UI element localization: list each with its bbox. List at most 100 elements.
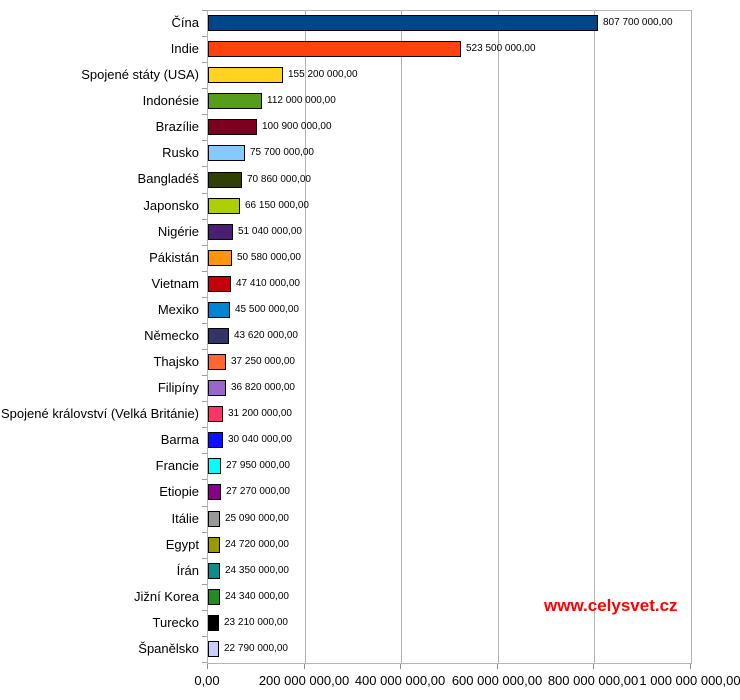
y-axis-tick <box>202 193 207 194</box>
value-label: 523 500 000,00 <box>466 43 536 55</box>
x-axis-tick <box>497 664 498 669</box>
value-label: 47 410 000,00 <box>236 277 300 289</box>
value-label: 24 350 000,00 <box>225 564 289 576</box>
value-label: 27 270 000,00 <box>226 486 290 498</box>
y-axis-tick <box>202 10 207 11</box>
value-label: 807 700 000,00 <box>603 17 673 29</box>
y-axis-tick <box>202 610 207 611</box>
bar <box>208 145 245 162</box>
y-axis-tick <box>202 88 207 89</box>
category-label: Jižní Korea <box>133 588 199 604</box>
category-label: Bangladéš <box>137 171 199 187</box>
value-label: 24 340 000,00 <box>225 590 289 602</box>
bar <box>208 275 231 292</box>
y-axis-tick <box>202 506 207 507</box>
plot-area <box>207 10 692 664</box>
bar <box>208 301 230 318</box>
bar <box>208 458 221 475</box>
x-tick-label: 800 000 000,00 <box>547 673 639 688</box>
y-axis-tick <box>202 375 207 376</box>
category-label: Brazílie <box>155 119 199 135</box>
category-label: Egypt <box>165 536 199 552</box>
category-label: Etiopie <box>159 484 199 500</box>
x-tick-label: 200 000 000,00 <box>258 673 350 688</box>
category-label: Spojené království (Velká Británie) <box>1 406 199 422</box>
y-axis-tick <box>202 323 207 324</box>
category-label: Írán <box>176 562 199 578</box>
value-label: 36 820 000,00 <box>231 382 295 394</box>
value-label: 37 250 000,00 <box>231 356 295 368</box>
bar <box>208 249 232 266</box>
y-axis-tick <box>202 140 207 141</box>
y-axis-tick <box>202 453 207 454</box>
bar <box>208 171 242 188</box>
category-label: Indonésie <box>142 93 199 109</box>
value-label: 155 200 000,00 <box>288 69 358 81</box>
y-axis-tick <box>202 427 207 428</box>
y-axis-tick <box>202 62 207 63</box>
x-axis-tick <box>690 664 691 669</box>
value-label: 23 210 000,00 <box>224 616 288 628</box>
bar <box>208 536 220 553</box>
category-label: Francie <box>155 458 199 474</box>
x-tick-label: 0,00 <box>194 673 220 688</box>
category-label: Mexiko <box>157 301 199 317</box>
category-label: Rusko <box>162 145 199 161</box>
bar <box>208 614 219 631</box>
category-label: Barma <box>160 432 199 448</box>
watermark: www.celysvet.cz <box>544 596 678 615</box>
y-axis-tick <box>202 532 207 533</box>
value-label: 31 200 000,00 <box>228 408 292 420</box>
category-label: Španělsko <box>138 640 199 656</box>
value-label: 30 040 000,00 <box>228 434 292 446</box>
category-label: Německo <box>144 327 199 343</box>
category-label: Japonsko <box>143 197 199 213</box>
x-axis-tick <box>304 664 305 669</box>
y-axis-tick <box>202 662 207 663</box>
value-label: 24 720 000,00 <box>225 538 289 550</box>
y-axis-tick <box>202 219 207 220</box>
bar <box>208 41 461 58</box>
value-label: 27 950 000,00 <box>226 460 290 472</box>
value-label: 43 620 000,00 <box>234 330 298 341</box>
x-axis-tick <box>593 664 594 669</box>
bar <box>208 223 233 240</box>
value-label: 45 500 000,00 <box>235 303 299 315</box>
y-axis-tick <box>202 271 207 272</box>
x-tick-label: 400 000 000,00 <box>354 673 446 688</box>
bar <box>208 354 226 371</box>
value-label: 51 040 000,00 <box>238 225 302 237</box>
category-label: Itálie <box>171 510 199 526</box>
category-label: Spojené státy (USA) <box>81 67 199 83</box>
value-label: 50 580 000,00 <box>237 251 301 263</box>
gridline <box>401 11 402 663</box>
category-label: Turecko <box>152 614 199 630</box>
bar <box>208 510 220 527</box>
gridline <box>594 11 595 663</box>
x-axis-tick <box>207 664 208 669</box>
bar <box>208 406 223 423</box>
value-label: 66 150 000,00 <box>245 199 309 211</box>
value-label: 75 700 000,00 <box>250 147 314 159</box>
bar <box>208 67 283 84</box>
bar <box>208 328 229 344</box>
y-axis-tick <box>202 636 207 637</box>
bar <box>208 15 598 32</box>
value-label: 112 000 000,00 <box>267 95 336 107</box>
y-axis-tick <box>202 166 207 167</box>
x-tick-label: 1 000 000 000,00 <box>639 673 740 688</box>
value-label: 100 900 000,00 <box>262 121 332 133</box>
bar <box>208 197 240 214</box>
bar <box>208 640 219 657</box>
y-axis-tick <box>202 584 207 585</box>
y-axis-tick <box>202 401 207 402</box>
bar <box>208 432 223 449</box>
category-label: Nigérie <box>157 223 199 239</box>
bar <box>208 380 226 397</box>
bar <box>208 588 220 605</box>
gridline <box>498 11 499 663</box>
category-label: Čína <box>171 15 199 30</box>
category-label: Vietnam <box>151 275 199 291</box>
value-label: 22 790 000,00 <box>224 642 288 654</box>
